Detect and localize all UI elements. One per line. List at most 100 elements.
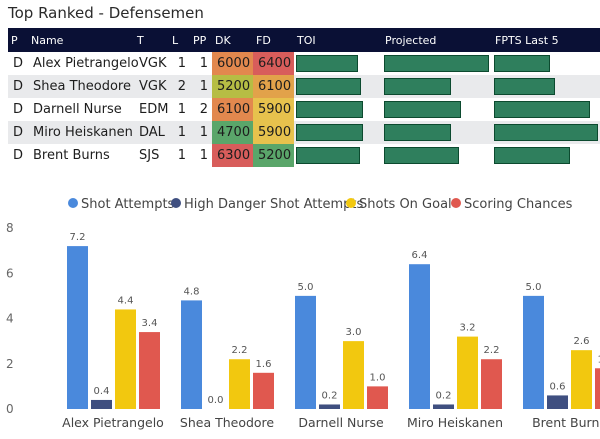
chart-bar <box>433 404 454 409</box>
table-row[interactable]: D Darnell Nurse EDM 1 2 6100 5900 <box>8 98 600 121</box>
fpts-bar-cell <box>492 52 600 75</box>
dk-salary-cell: 4700 <box>212 121 253 144</box>
toi-bar <box>296 101 363 118</box>
data-label: 2.2 <box>484 345 500 356</box>
fpts-bar <box>494 101 590 118</box>
legend-label: Shot Attempts <box>81 197 175 212</box>
line-cell: 1 <box>177 102 186 117</box>
player-name-cell: Darnell Nurse <box>33 102 122 117</box>
fd-salary-cell: 6100 <box>253 75 294 98</box>
x-tick-label: Darnell Nurse <box>298 415 384 430</box>
toi-bar-cell <box>294 121 382 144</box>
dk-salary-cell: 6100 <box>212 98 253 121</box>
chart-bar <box>181 300 202 409</box>
data-label: 0.2 <box>322 390 338 401</box>
fpts-bar <box>494 147 570 164</box>
table-row[interactable]: D Shea Theodore VGK 2 1 5200 6100 <box>8 75 600 98</box>
fd-salary-cell: 6400 <box>253 52 294 75</box>
fd-salary-cell: 5900 <box>253 98 294 121</box>
data-label: 3.4 <box>142 318 158 329</box>
table-row[interactable]: D Miro Heiskanen DAL 1 1 4700 5900 <box>8 121 600 144</box>
data-label: 4.4 <box>118 295 134 306</box>
chart-bar <box>547 395 568 409</box>
pp-cell: 1 <box>199 56 208 71</box>
col-header[interactable]: T <box>137 33 144 47</box>
y-tick-label: 8 <box>6 221 14 235</box>
col-header[interactable]: Projected <box>385 33 437 47</box>
col-header[interactable]: P <box>11 33 18 47</box>
table-row[interactable]: D Brent Burns SJS 1 1 6300 5200 <box>8 144 600 167</box>
pp-cell: 1 <box>199 148 208 163</box>
legend-label: High Danger Shot Attempts <box>184 197 363 212</box>
toi-bar <box>296 55 358 72</box>
y-tick-label: 0 <box>6 402 14 416</box>
projected-bar <box>384 78 451 95</box>
position-cell: D <box>13 102 24 117</box>
x-tick-label: Alex Pietrangelo <box>62 415 164 430</box>
chart-bar <box>409 264 430 409</box>
players-table: P Name T L PP DK FD TOI Projected FPTS L… <box>8 28 600 167</box>
chart-bar <box>253 372 274 409</box>
projected-bar-cell <box>382 144 492 167</box>
data-label: 7.2 <box>70 232 86 243</box>
col-header[interactable]: L <box>172 33 179 47</box>
data-label: 2.2 <box>232 345 248 356</box>
x-tick-label: Miro Heiskanen <box>407 415 503 430</box>
fpts-bar <box>494 55 551 72</box>
data-label: 1.6 <box>256 359 272 370</box>
table-row[interactable]: D Alex Pietrangelo VGK 1 1 6000 6400 <box>8 52 600 75</box>
team-cell: SJS <box>139 148 160 163</box>
legend-label: Scoring Chances <box>464 197 573 212</box>
position-cell: D <box>13 148 24 163</box>
legend-marker <box>68 198 78 208</box>
col-header[interactable]: DK <box>215 33 231 47</box>
team-cell: VGK <box>139 56 167 71</box>
chart-bar <box>595 368 600 409</box>
toi-bar <box>296 124 363 141</box>
col-header[interactable]: PP <box>193 33 207 47</box>
data-label: 4.8 <box>184 286 200 297</box>
pp-cell: 2 <box>199 102 208 117</box>
table-header: P Name T L PP DK FD TOI Projected FPTS L… <box>8 28 600 52</box>
toi-bar-cell <box>294 144 382 167</box>
fd-salary-cell: 5900 <box>253 121 294 144</box>
data-label: 0.6 <box>550 381 566 392</box>
player-name-cell: Alex Pietrangelo <box>33 56 139 71</box>
projected-bar-cell <box>382 52 492 75</box>
chart-bar <box>67 246 88 409</box>
player-name-cell: Miro Heiskanen <box>33 125 133 140</box>
data-label: 0.4 <box>94 386 110 397</box>
col-header[interactable]: FD <box>256 33 271 47</box>
team-cell: DAL <box>139 125 165 140</box>
page-title: Top Ranked - Defensemen <box>8 4 204 22</box>
legend-marker <box>451 198 461 208</box>
line-cell: 1 <box>177 56 186 71</box>
chart-bar <box>481 359 502 409</box>
chart-bar <box>571 350 592 409</box>
fpts-bar-cell <box>492 75 600 98</box>
projected-bar <box>384 147 460 164</box>
legend-marker <box>171 198 181 208</box>
toi-bar-cell <box>294 98 382 121</box>
y-tick-label: 2 <box>6 357 14 371</box>
col-header[interactable]: TOI <box>297 33 316 47</box>
data-label: 6.4 <box>412 250 428 261</box>
dk-salary-cell: 6300 <box>212 144 253 167</box>
dk-salary-cell: 5200 <box>212 75 253 98</box>
line-cell: 2 <box>177 79 186 94</box>
chart-bar <box>91 399 112 409</box>
dk-salary-cell: 6000 <box>212 52 253 75</box>
data-label: 2.6 <box>574 336 590 347</box>
col-header[interactable]: Name <box>31 33 64 47</box>
toi-bar-cell <box>294 75 382 98</box>
position-cell: D <box>13 56 24 71</box>
col-header[interactable]: FPTS Last 5 <box>495 33 559 47</box>
fpts-bar-cell <box>492 144 600 167</box>
y-tick-label: 6 <box>6 266 14 280</box>
chart-bar <box>343 341 364 409</box>
data-label: 0.2 <box>436 390 452 401</box>
data-label: 5.0 <box>298 282 314 293</box>
position-cell: D <box>13 125 24 140</box>
projected-bar <box>384 55 489 72</box>
legend-label: Shots On Goal <box>359 197 452 212</box>
